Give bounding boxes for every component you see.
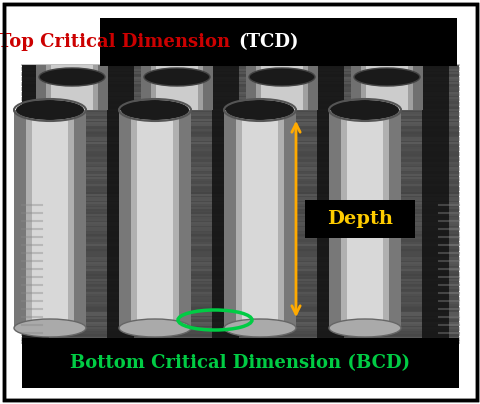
- Bar: [224, 110, 295, 328]
- Ellipse shape: [16, 100, 84, 120]
- Bar: [328, 110, 340, 328]
- Bar: [350, 65, 360, 110]
- Bar: [74, 110, 86, 328]
- Bar: [365, 65, 407, 110]
- Bar: [224, 110, 236, 328]
- Bar: [388, 110, 400, 328]
- Bar: [22, 65, 49, 343]
- Ellipse shape: [121, 100, 189, 120]
- Ellipse shape: [328, 319, 400, 337]
- Bar: [156, 65, 198, 110]
- Bar: [304, 200, 414, 238]
- Bar: [22, 65, 458, 343]
- Bar: [107, 65, 134, 343]
- Bar: [203, 65, 213, 110]
- Bar: [14, 110, 86, 328]
- Ellipse shape: [119, 319, 191, 337]
- Text: Top Critical Dimension: Top Critical Dimension: [0, 33, 236, 51]
- Bar: [328, 110, 400, 328]
- Ellipse shape: [224, 319, 295, 337]
- Bar: [421, 65, 448, 343]
- Bar: [119, 110, 191, 328]
- Bar: [22, 338, 458, 388]
- Bar: [261, 65, 302, 110]
- Text: Bottom Critical Dimension (BCD): Bottom Critical Dimension (BCD): [70, 354, 409, 372]
- Text: (TCD): (TCD): [238, 33, 298, 51]
- Ellipse shape: [249, 68, 314, 86]
- Bar: [36, 65, 46, 110]
- Bar: [412, 65, 422, 110]
- Bar: [241, 110, 277, 328]
- Bar: [316, 65, 343, 343]
- Bar: [98, 65, 108, 110]
- Ellipse shape: [14, 319, 86, 337]
- Ellipse shape: [226, 100, 293, 120]
- Bar: [137, 110, 173, 328]
- Ellipse shape: [353, 68, 419, 86]
- Ellipse shape: [330, 100, 398, 120]
- Bar: [350, 65, 422, 110]
- Bar: [51, 65, 93, 110]
- Bar: [283, 110, 295, 328]
- Bar: [32, 110, 68, 328]
- Bar: [36, 65, 108, 110]
- Text: Depth: Depth: [326, 210, 392, 228]
- Bar: [245, 65, 317, 110]
- Bar: [212, 65, 239, 343]
- Bar: [119, 110, 131, 328]
- Bar: [307, 65, 317, 110]
- Bar: [179, 110, 191, 328]
- Bar: [100, 18, 456, 66]
- Bar: [245, 65, 255, 110]
- Ellipse shape: [39, 68, 105, 86]
- Bar: [14, 110, 26, 328]
- Bar: [141, 65, 151, 110]
- Bar: [141, 65, 213, 110]
- Ellipse shape: [144, 68, 210, 86]
- Bar: [346, 110, 382, 328]
